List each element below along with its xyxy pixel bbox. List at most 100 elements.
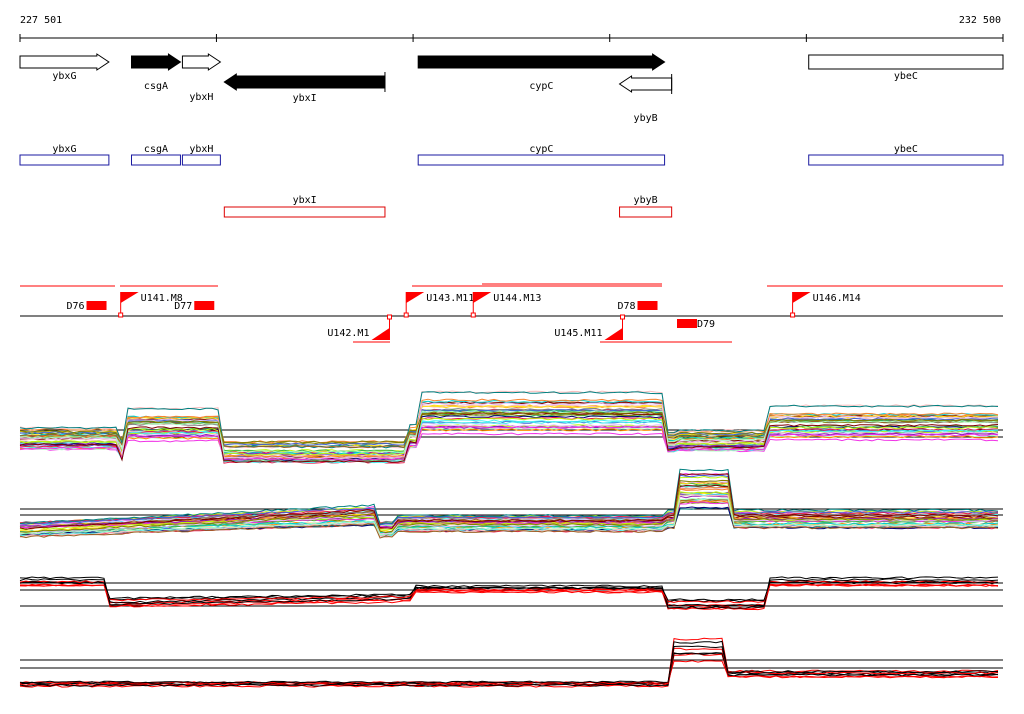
expression-trace	[19, 498, 999, 539]
expression-trace	[19, 400, 999, 455]
expression-trace	[19, 473, 999, 530]
expression-trace	[19, 419, 999, 464]
tss-marker	[470, 312, 476, 318]
breakpoint-block	[637, 301, 658, 310]
expression-trace	[19, 640, 999, 687]
gene-arrow	[618, 75, 673, 93]
expression-trace	[19, 474, 999, 526]
breakpoint-block	[86, 301, 107, 310]
forward-annotation-box	[19, 154, 110, 166]
gene-label: ybeC	[894, 71, 918, 82]
expression-trace	[19, 576, 999, 607]
gene-arrow	[223, 73, 386, 91]
tss-flag	[371, 328, 390, 340]
tss-label: U145.M11	[554, 328, 602, 339]
expression-trace	[19, 425, 999, 461]
expression-trace	[19, 645, 998, 684]
breakpoint-label: D76	[66, 301, 84, 312]
reverse-annotation-box	[223, 206, 386, 218]
expression-trace	[19, 398, 999, 458]
tss-label: U144.M13	[493, 293, 541, 304]
forward-annotation-box	[417, 154, 666, 166]
expression-trace	[19, 637, 999, 687]
annotation-track: ybxG csgA ybxH cypC ybeC ybxI ybyB	[19, 144, 1004, 218]
tss-label: U143.M11	[426, 293, 474, 304]
reverse-annotation-label: ybxI	[293, 195, 317, 206]
tss-marker	[790, 312, 796, 318]
ruler-start-label: 227 501	[20, 15, 62, 26]
tss-marker	[620, 314, 626, 320]
expression-trace	[19, 493, 999, 539]
expression-panel	[19, 390, 1003, 464]
forward-annotation-label: ybeC	[894, 144, 918, 155]
forward-annotation-box	[808, 154, 1004, 166]
tss-marker	[403, 312, 409, 318]
coordinate-ruler: 227 501 232 500	[19, 15, 1004, 42]
gene-label: csgA	[144, 81, 168, 92]
expression-trace	[19, 652, 999, 686]
tss-flag	[473, 292, 492, 303]
reverse-annotation-label: ybyB	[634, 195, 658, 206]
transcript-track: U141.M8 U142.M1 U143.M11 U144.M13 U145.M11 U1…	[20, 283, 1003, 343]
gene-arrow	[808, 54, 1004, 70]
expression-trace	[19, 409, 999, 446]
breakpoint-label: D78	[617, 301, 635, 312]
expression-trace	[20, 402, 999, 460]
gene-arrow	[130, 53, 182, 71]
expression-trace	[19, 580, 999, 610]
expression-trace	[19, 647, 999, 685]
expression-track	[19, 390, 1003, 688]
expression-trace	[19, 468, 999, 525]
expression-trace	[19, 407, 999, 462]
gene-label: ybxH	[189, 92, 213, 103]
gene-track: ybxG csgA ybxH ybxI cypC ybyB ybeC	[19, 53, 1004, 124]
gene-label: cypC	[529, 81, 553, 92]
expression-trace	[19, 583, 999, 604]
tss-marker	[386, 314, 392, 320]
tss-flag	[406, 292, 425, 303]
expression-trace	[19, 405, 999, 448]
gene-arrow	[181, 53, 222, 71]
expression-trace	[20, 493, 999, 529]
expression-trace	[19, 652, 998, 688]
expression-panel	[19, 637, 1003, 688]
gene-label: ybxI	[293, 93, 317, 104]
expression-trace	[19, 497, 999, 536]
ruler-end-label: 232 500	[959, 15, 1001, 26]
forward-annotation-box	[130, 154, 181, 166]
tss-label: U146.M14	[813, 293, 861, 304]
ruler-ticks	[19, 34, 1004, 42]
expression-trace	[19, 432, 999, 460]
breakpoint-label: D77	[174, 301, 192, 312]
expression-trace	[19, 581, 999, 602]
expression-trace	[19, 480, 999, 535]
tss-marker	[118, 312, 124, 318]
forward-annotation-label: ybxH	[189, 144, 213, 155]
tss-label: U142.M1	[327, 328, 369, 339]
gene-arrow	[417, 53, 666, 71]
breakpoint-label: D79	[697, 319, 715, 330]
tss-flag	[120, 292, 139, 303]
tss-flag	[792, 292, 811, 303]
expression-trace	[19, 410, 999, 453]
expression-trace	[19, 428, 999, 459]
tss-flag	[604, 328, 623, 340]
forward-annotation-label: csgA	[144, 144, 168, 155]
forward-annotation-label: cypC	[529, 144, 553, 155]
forward-annotation-box	[181, 154, 221, 166]
breakpoint-block	[677, 319, 697, 328]
expression-panel	[19, 576, 1003, 611]
expression-trace	[19, 417, 999, 456]
tss-label: U141.M8	[141, 293, 183, 304]
gene-label: ybxG	[52, 71, 76, 82]
breakpoint-block	[194, 301, 215, 310]
expression-trace	[19, 411, 999, 444]
expression-trace	[19, 391, 999, 449]
expression-trace	[19, 416, 999, 464]
gene-label: ybyB	[634, 113, 658, 124]
gene-arrow	[19, 53, 110, 71]
reverse-annotation-box	[619, 206, 673, 218]
expression-trace	[19, 423, 999, 458]
expression-trace	[19, 479, 998, 534]
